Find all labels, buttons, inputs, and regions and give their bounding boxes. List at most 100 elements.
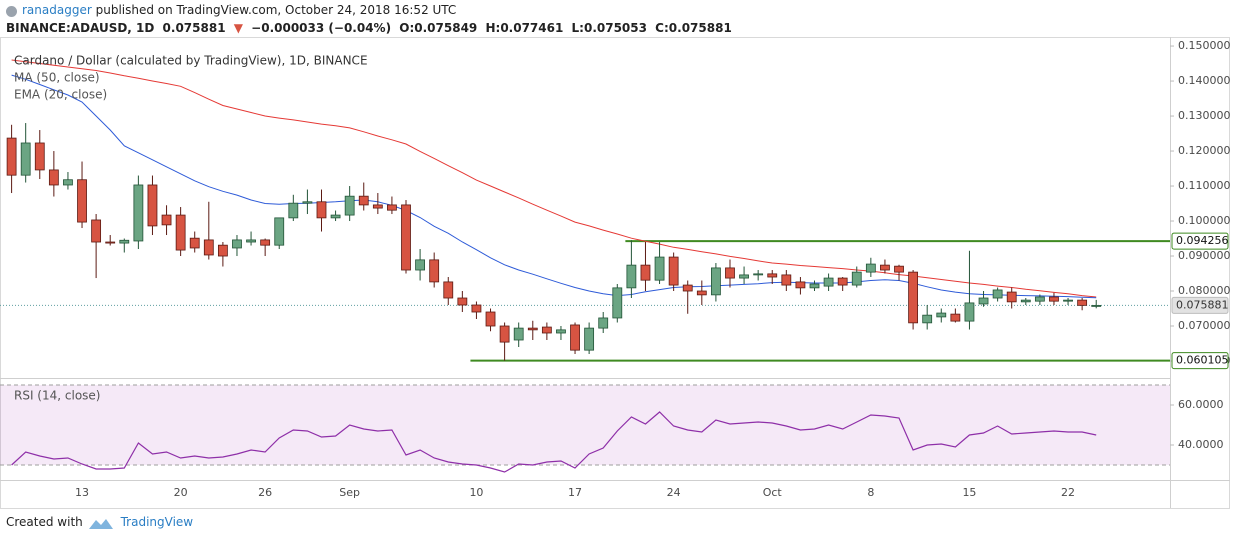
- candle-body: [696, 290, 707, 296]
- candle-body: [753, 273, 764, 276]
- candle-body: [288, 202, 299, 219]
- ohlc-value: 0.077461: [500, 21, 564, 35]
- candle-body: [570, 324, 580, 351]
- legend-entry: EMA (20, close): [14, 88, 107, 102]
- last-price-box: [1171, 296, 1229, 314]
- ma-line: [11, 74, 1097, 299]
- candle-body: [147, 184, 158, 227]
- level-label: 0.094256: [1176, 234, 1229, 247]
- candle-body: [894, 265, 904, 273]
- candle-body: [63, 179, 73, 186]
- x-tick-label: Oct: [763, 486, 783, 499]
- x-tick-label: 20: [174, 486, 188, 499]
- y-tick-label: 40.0000: [1178, 438, 1224, 451]
- x-tick-label: 26: [258, 486, 272, 499]
- level-label: 0.060105: [1176, 354, 1229, 367]
- candle-body: [851, 271, 862, 286]
- candle-body: [415, 259, 425, 271]
- candle-body: [668, 256, 679, 286]
- symbol: BINANCE:ADAUSD, 1D: [6, 21, 155, 35]
- x-tick-label: 15: [962, 486, 976, 499]
- candle-body: [865, 263, 876, 273]
- level-label-box: [1171, 232, 1229, 250]
- candle-body: [471, 304, 482, 313]
- footer: Created with TradingView: [6, 515, 193, 529]
- candle-body: [837, 277, 848, 286]
- x-tick-label: 22: [1061, 486, 1075, 499]
- candle-body: [34, 142, 45, 171]
- candle-body: [992, 289, 1003, 299]
- candle-body: [217, 244, 228, 257]
- candle-body: [964, 302, 975, 322]
- candle-body: [711, 267, 721, 296]
- candle-body: [795, 281, 806, 289]
- y-tick-label: 0.070000: [1178, 319, 1231, 332]
- candle-body: [1020, 299, 1031, 303]
- candle-body: [387, 204, 397, 211]
- last-price-label: 0.075881: [1176, 298, 1229, 311]
- candle-body: [274, 217, 285, 246]
- candle-body: [527, 327, 538, 331]
- rsi-line: [11, 411, 1097, 473]
- candle-body: [767, 273, 778, 278]
- ma-line: [11, 59, 1097, 298]
- y-tick-label: 0.100000: [1178, 214, 1231, 227]
- brand[interactable]: TradingView: [120, 515, 194, 529]
- candle-body: [612, 287, 623, 319]
- ohlc-label: H:: [485, 21, 501, 35]
- candle-body: [161, 214, 172, 226]
- candle-body: [725, 267, 735, 279]
- candle-body: [781, 274, 792, 286]
- candle-body: [1049, 296, 1059, 302]
- candle-body: [246, 239, 256, 243]
- candle-body: [330, 214, 341, 219]
- plot: 0.0600000.0700000.0800000.0900000.100000…: [0, 39, 1231, 499]
- y-tick-label: 0.110000: [1178, 179, 1231, 192]
- candle-body: [682, 284, 693, 292]
- candle-body: [809, 283, 820, 289]
- change: −0.000033 (−0.04%): [251, 21, 392, 35]
- candle-body: [626, 264, 637, 289]
- x-tick-label: 17: [568, 486, 582, 499]
- ohlc-value: 0.075881: [668, 21, 732, 35]
- candle-body: [880, 264, 890, 271]
- candle-body: [739, 274, 749, 279]
- y-tick-label: 0.140000: [1178, 74, 1231, 87]
- arrow: ▼: [233, 21, 243, 35]
- candle-body: [91, 219, 102, 243]
- candle-body: [372, 204, 383, 209]
- candle-body: [48, 169, 59, 186]
- candle-body: [203, 239, 214, 256]
- ohlc-label: L:: [571, 21, 584, 35]
- candle-body: [232, 239, 242, 249]
- candle-body: [77, 179, 87, 223]
- candle-body: [598, 317, 609, 329]
- candle-body: [302, 201, 313, 204]
- avatar: [6, 6, 17, 17]
- candle-body: [1034, 296, 1045, 302]
- frame: [0, 37, 1230, 509]
- candle-body: [950, 313, 961, 322]
- candle-body: [457, 297, 468, 306]
- candle-body: [133, 184, 144, 242]
- candle-body: [1006, 291, 1017, 303]
- candle-body: [485, 311, 496, 327]
- chart-title: Cardano / Dollar (calculated by TradingV…: [14, 54, 368, 68]
- y-tick-label: 0.090000: [1178, 249, 1231, 262]
- y-tick-label: 60.0000: [1178, 398, 1224, 411]
- quote-line: BINANCE:ADAUSD, 1D 0.075881 ▼ −0.000033 …: [6, 21, 736, 35]
- candle-body: [344, 195, 355, 216]
- ohlc-label: C:: [655, 21, 669, 35]
- candle-body: [358, 195, 369, 206]
- candle-body: [922, 314, 933, 324]
- rsi-band: [0, 385, 1170, 465]
- rsi-title: RSI (14, close): [14, 389, 100, 403]
- x-tick-label: Sep: [339, 486, 360, 499]
- y-tick-label: 0.120000: [1178, 144, 1231, 157]
- y-tick-label: 0.130000: [1178, 109, 1231, 122]
- candle-body: [175, 214, 186, 251]
- published: published on TradingView.com, October 24…: [95, 3, 457, 17]
- author[interactable]: ranadagger: [22, 3, 92, 17]
- y-tick-label: 0.150000: [1178, 39, 1231, 52]
